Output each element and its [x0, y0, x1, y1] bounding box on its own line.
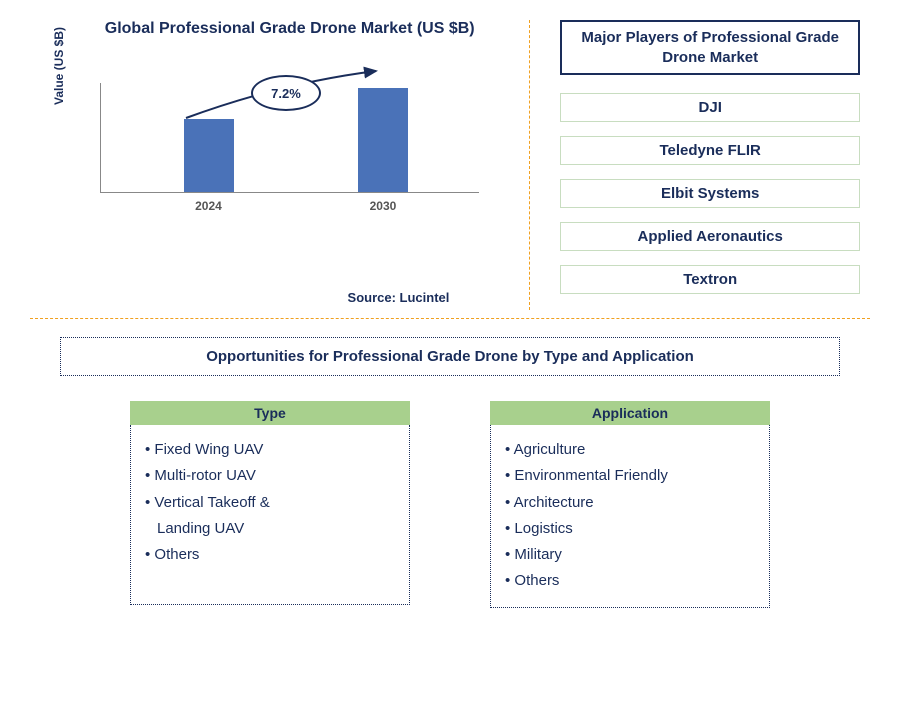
- list-item: • Architecture: [505, 490, 755, 516]
- opportunities-title: Opportunities for Professional Grade Dro…: [60, 337, 840, 376]
- list-item: • Others: [145, 542, 395, 568]
- player-item: Textron: [560, 265, 860, 294]
- player-item: DJI: [560, 93, 860, 122]
- player-item: Applied Aeronautics: [560, 222, 860, 251]
- list-item: • Others: [505, 568, 755, 594]
- chart-plot: 7.2%: [100, 83, 479, 193]
- players-section: Major Players of Professional Grade Dron…: [530, 20, 870, 310]
- chart-section: Global Professional Grade Drone Market (…: [30, 20, 530, 310]
- application-header: Application: [490, 401, 770, 425]
- x-tick-2024: 2024: [195, 199, 222, 213]
- source-label: Source: Lucintel: [348, 290, 450, 305]
- list-item: • Multi-rotor UAV: [145, 463, 395, 489]
- type-list: • Fixed Wing UAV • Multi-rotor UAV • Ver…: [130, 425, 410, 605]
- bar-2024: [184, 119, 234, 192]
- bar-2030: [358, 88, 408, 193]
- chart-title: Global Professional Grade Drone Market (…: [70, 20, 509, 38]
- application-list: • Agriculture • Environmental Friendly •…: [490, 425, 770, 608]
- x-tick-2030: 2030: [370, 199, 397, 213]
- list-item: • Fixed Wing UAV: [145, 437, 395, 463]
- list-item: • Military: [505, 542, 755, 568]
- list-item: • Vertical Takeoff &: [145, 490, 395, 516]
- top-row: Global Professional Grade Drone Market (…: [30, 20, 870, 310]
- growth-rate-badge: 7.2%: [251, 75, 321, 111]
- horizontal-divider: [30, 318, 870, 319]
- players-title: Major Players of Professional Grade Dron…: [560, 20, 860, 75]
- lists-row: Type • Fixed Wing UAV • Multi-rotor UAV …: [30, 401, 870, 608]
- type-header: Type: [130, 401, 410, 425]
- list-item: • Logistics: [505, 516, 755, 542]
- list-item: • Agriculture: [505, 437, 755, 463]
- player-item: Elbit Systems: [560, 179, 860, 208]
- type-column: Type • Fixed Wing UAV • Multi-rotor UAV …: [130, 401, 410, 608]
- y-axis-label: Value (US $B): [52, 27, 66, 105]
- list-item: • Environmental Friendly: [505, 463, 755, 489]
- chart-area: 7.2% 2024 2030: [100, 68, 479, 218]
- player-item: Teledyne FLIR: [560, 136, 860, 165]
- application-column: Application • Agriculture • Environmenta…: [490, 401, 770, 608]
- list-item: Landing UAV: [145, 516, 395, 542]
